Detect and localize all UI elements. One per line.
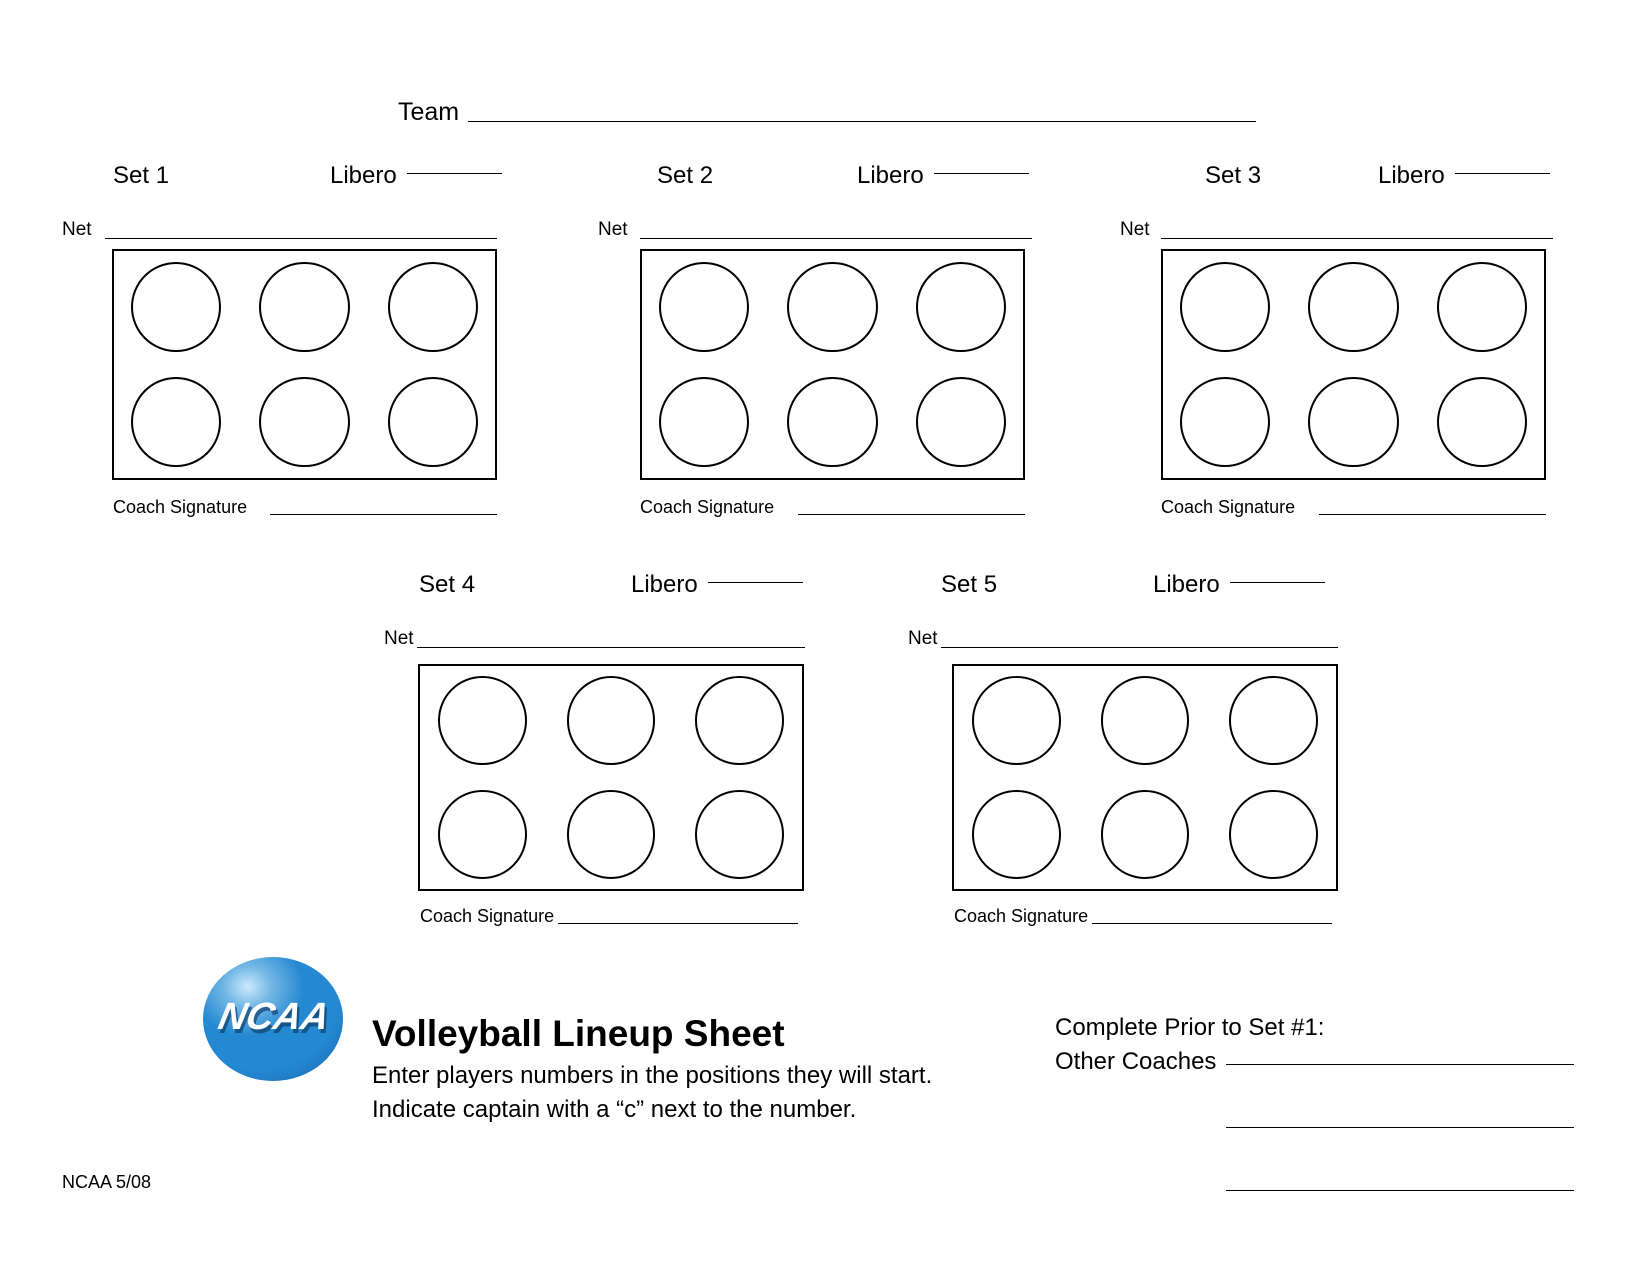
svg-text:NCAA: NCAA (215, 995, 334, 1038)
